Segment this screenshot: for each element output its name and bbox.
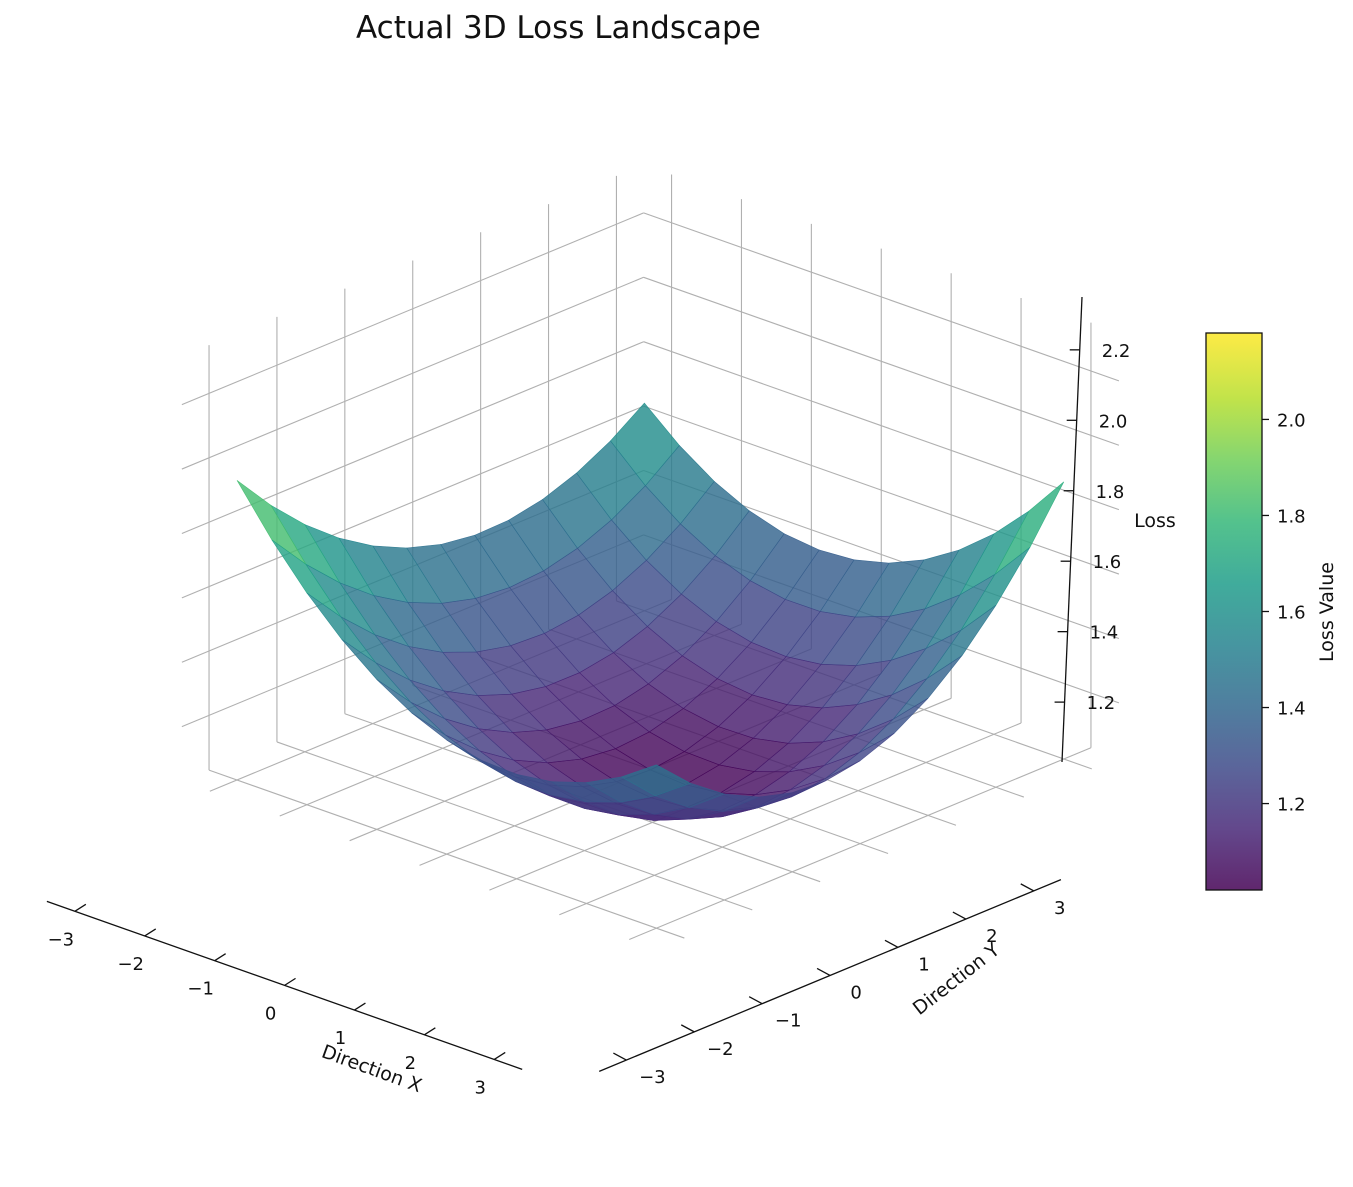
x-tick-label: 2 — [405, 1053, 416, 1074]
z-tick-label: 1.8 — [1096, 482, 1125, 503]
x-tick-label: −1 — [187, 979, 214, 1000]
z-tick-label: 1.6 — [1093, 552, 1122, 573]
y-tick-label: 2 — [986, 926, 997, 947]
chart-title: Actual 3D Loss Landscape — [356, 10, 761, 46]
x-tick-label: −3 — [48, 929, 75, 950]
x-tick-label: 3 — [475, 1077, 486, 1098]
axes: −3 −2 −1 0 1 2 3 −3 −2 −1 0 1 2 3 1.2 1.4 1.6 1.8 2.0 2.2 — [46, 296, 1131, 1098]
colorbar-gradient — [1205, 332, 1263, 891]
x-tick-label: −2 — [117, 954, 144, 975]
y-tick-label: −2 — [707, 1039, 734, 1060]
y-tick-label: 3 — [1054, 898, 1065, 919]
colorbar-tick-label: 1.2 — [1277, 795, 1306, 816]
y-axis-label: Direction Y — [909, 938, 1004, 1019]
x-tick-label: 1 — [335, 1028, 346, 1049]
y-tick-label: −3 — [639, 1067, 666, 1088]
z-axis-label: Loss — [1134, 510, 1176, 532]
z-tick-label: 1.4 — [1090, 623, 1119, 644]
z-tick-label: 2.2 — [1102, 341, 1131, 362]
z-tick-label: 1.2 — [1087, 693, 1116, 714]
colorbar-tick-label: 1.4 — [1277, 699, 1306, 720]
surface-patch — [620, 764, 692, 797]
colorbar-label: Loss Value — [1316, 562, 1338, 662]
y-tick-label: −1 — [775, 1011, 802, 1032]
colorbar-tick-label: 2.0 — [1277, 410, 1306, 431]
y-tick-label: 0 — [850, 982, 861, 1003]
loss-surface — [236, 402, 1065, 821]
x-tick-label: 0 — [265, 1003, 276, 1024]
z-tick-label: 2.0 — [1099, 411, 1128, 432]
y-axis-line — [598, 878, 1062, 1072]
colorbar-tick-label: 1.6 — [1277, 603, 1306, 624]
colorbar: 1.2 1.4 1.6 1.8 2.0 Loss Value — [1205, 332, 1338, 891]
y-tick-label: 1 — [918, 954, 929, 975]
colorbar-tick-label: 1.8 — [1277, 506, 1306, 527]
z-axis-line — [1061, 296, 1083, 763]
